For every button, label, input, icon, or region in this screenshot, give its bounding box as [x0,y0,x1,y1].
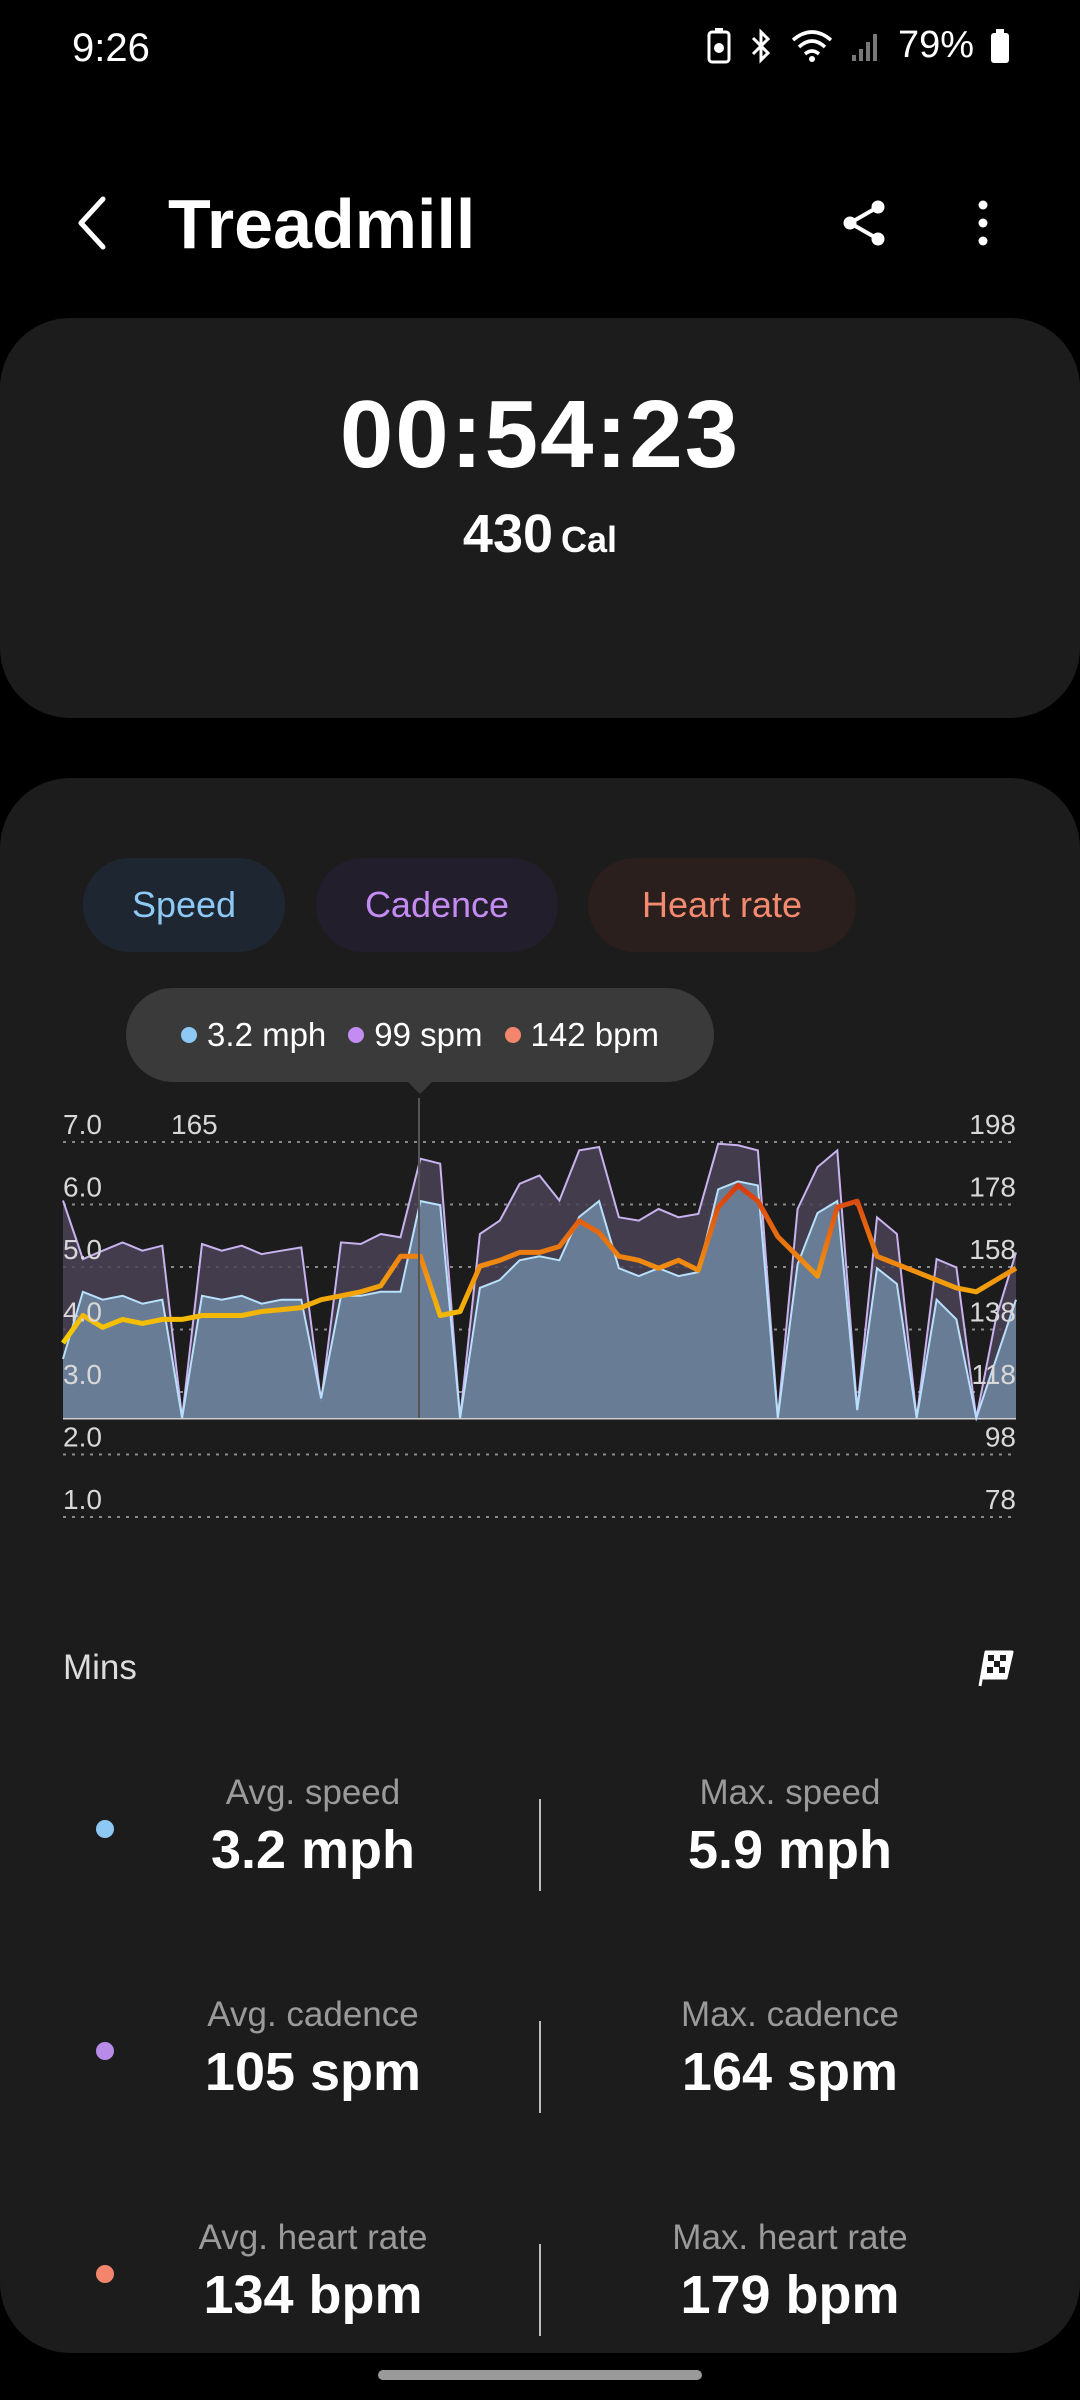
tooltip-heart-rate-value: 142 bpm [530,1016,659,1053]
hr-tick-label: 158 [969,1234,1016,1265]
max-cadence-value: 164 spm [681,2042,899,2102]
heart-rate-line [60,1182,1018,1345]
speed-chip[interactable]: Speed [83,858,285,952]
tooltip-cadence: 99 spm [348,1016,483,1054]
calories-unit: Cal [561,519,618,560]
tooltip-speed: 3.2 mph [181,1016,326,1054]
home-indicator[interactable] [378,2370,702,2380]
speed-tick-label: 5.0 [63,1234,102,1265]
heart-rate-bullet-icon [96,2265,114,2283]
avg-cadence-value: 105 spm [204,2042,422,2102]
max-speed-label: Max. speed [699,1773,881,1812]
hr-tick-label: 138 [969,1297,1016,1328]
max-speed: Max. speed 5.9 mph [580,1773,1000,1881]
page-title: Treadmill [168,185,476,263]
cadence-chip[interactable]: Cadence [316,858,558,952]
speed-line [62,1180,1017,1422]
signal-icon [851,33,877,61]
max-hr-value: 179 bpm [680,2265,900,2325]
divider [539,2244,541,2336]
cadence-tick-label: 165 [171,1109,218,1140]
battery-icon [991,28,1009,63]
bluetooth-icon [751,27,771,64]
summary-card: 00:54:23 430 Cal [0,318,1080,718]
status-bar: 9:26 79% [0,0,1080,100]
back-button[interactable] [58,188,128,258]
avg-cadence: Avg. cadence 105 spm [103,1995,523,2103]
calories-value: 430 [462,504,554,564]
speed-tick-label: 2.0 [63,1422,102,1453]
divider [539,2021,541,2113]
hr-tick-label: 118 [971,1359,1016,1390]
finish-flag-icon[interactable] [974,1646,1018,1690]
speed-tick-label: 7.0 [63,1109,102,1140]
status-time: 9:26 [72,26,150,70]
speed-area [63,1181,1016,1418]
share-icon [843,200,885,246]
more-vert-icon [978,200,988,246]
status-icons: 79% [706,24,1010,67]
avg-hr-value: 134 bpm [203,2265,423,2325]
tooltip-cadence-value: 99 spm [374,1016,483,1053]
hr-tick-label: 78 [985,1484,1016,1515]
speed-series [62,1180,1017,1422]
chart-tooltip: 3.2 mph 99 spm 142 bpm [126,988,714,1082]
avg-speed-value: 3.2 mph [210,1820,416,1880]
battery-saver-icon [707,27,731,63]
chart-axes: mphspmbpm7.06.05.04.03.02.01.01651981781… [63,1109,1016,1515]
cadence-stats-row: Avg. cadence 105 spm Max. cadence 164 sp… [0,1985,1080,2135]
speed-bullet-icon [96,1820,114,1838]
tooltip-speed-value: 3.2 mph [207,1016,327,1053]
avg-speed-label: Avg. speed [225,1773,401,1812]
tooltip-pointer [406,1080,434,1094]
max-cadence-label: Max. cadence [681,1995,899,2034]
wifi-icon [791,29,833,62]
speed-stats-row: Avg. speed 3.2 mph Max. speed 5.9 mph [0,1763,1080,1913]
workout-duration: 00:54:23 [339,381,741,488]
heart-rate-dot-icon [504,1027,521,1043]
speed-tick-label: 1.0 [63,1484,102,1515]
speed-tick-label: 4.0 [63,1297,102,1328]
heart-rate-series [60,1182,1018,1345]
avg-hr-label: Avg. heart rate [198,2218,428,2257]
speed-tick-label: 3.0 [63,1359,102,1390]
hr-tick-label: 98 [985,1422,1016,1453]
app-header: Treadmill [0,170,1080,280]
speed-dot-icon [181,1027,198,1043]
cadence-dot-icon [348,1027,365,1043]
workout-chart[interactable]: mphspmbpm7.06.05.04.03.02.01.01651981781… [0,1098,1080,1628]
max-speed-value: 5.9 mph [687,1820,893,1880]
share-button[interactable] [830,188,900,258]
hr-tick-label: 178 [969,1172,1016,1203]
max-hr-label: Max. heart rate [672,2218,908,2257]
hr-tick-label: 198 [969,1109,1016,1140]
avg-speed: Avg. speed 3.2 mph [103,1773,523,1881]
heart-rate-chip[interactable]: Heart rate [588,858,856,952]
speed-tick-label: 6.0 [63,1172,102,1203]
back-icon [78,196,106,250]
max-heart-rate: Max. heart rate 179 bpm [580,2218,1000,2326]
tooltip-heart-rate: 142 bpm [504,1016,659,1054]
avg-cadence-label: Avg. cadence [207,1995,419,2034]
cadence-bullet-icon [96,2042,114,2060]
chart-card: Speed Cadence Heart rate 3.2 mph 99 spm … [0,778,1080,2353]
divider [539,1799,541,1891]
calories: 430 Cal [0,503,1080,565]
more-options-button[interactable] [948,188,1018,258]
avg-heart-rate: Avg. heart rate 134 bpm [103,2218,523,2326]
battery-percent: 79% [897,24,974,66]
max-cadence: Max. cadence 164 spm [580,1995,1000,2103]
x-axis-label: Mins [63,1648,137,1687]
heart-rate-stats-row: Avg. heart rate 134 bpm Max. heart rate … [0,2208,1080,2358]
